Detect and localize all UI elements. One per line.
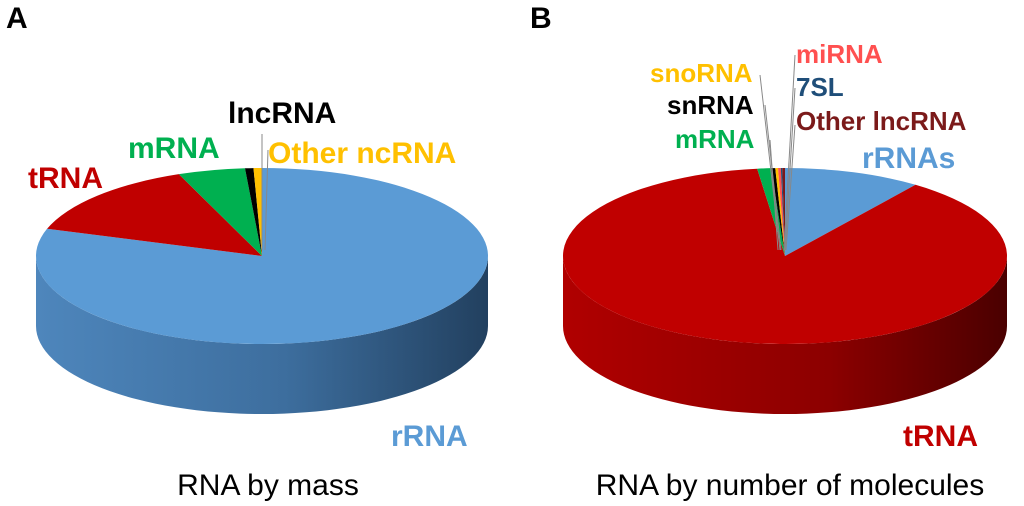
pie-slice-7sl <box>780 168 785 256</box>
pie-slice-mirna <box>778 168 785 256</box>
pie-b-leader-lines <box>759 54 796 251</box>
panel-b: B rRNAs tRNA mRNA snRNA snoRNA miRNA 7SL… <box>530 2 1007 502</box>
slice-label-other-lncrna: Other lncRNA <box>796 106 967 136</box>
slice-label-mirna: miRNA <box>796 39 883 69</box>
leader-line-7sl <box>784 87 796 251</box>
slice-label-other-ncrna: Other ncRNA <box>268 137 456 170</box>
pie-b <box>562 168 1007 414</box>
slice-label-trna-b: tRNA <box>903 420 978 453</box>
leader-line-other-ncrna <box>264 149 269 251</box>
pie-slice-lncrna <box>244 168 262 256</box>
slice-label-7sl: 7SL <box>796 72 844 102</box>
chart-title-b: RNA by number of molecules <box>596 469 985 502</box>
chart-title-a: RNA by mass <box>177 469 359 502</box>
pie-slice-mrna <box>178 168 262 256</box>
pie-slice-other-ncrna <box>253 168 262 256</box>
pie-slice-rrnas <box>785 168 916 256</box>
panel-a-letter: A <box>6 2 28 35</box>
pie-side-trna <box>563 256 1007 414</box>
slice-label-lncrna: lncRNA <box>228 97 336 130</box>
pie-slice-snorna <box>775 168 785 256</box>
panel-b-letter: B <box>530 2 552 35</box>
leader-line-mrna-b <box>769 139 779 251</box>
slice-label-mrna-b: mRNA <box>675 124 755 154</box>
slice-label-rrnas: rRNAs <box>862 142 955 175</box>
pie-a <box>35 168 489 414</box>
slice-label-mrna: mRNA <box>128 132 220 165</box>
slice-label-trna: tRNA <box>28 162 103 195</box>
slice-label-snorna: snoRNA <box>650 58 753 88</box>
pie-a-leader-lines <box>261 134 269 251</box>
pie-side-rrna <box>36 256 488 414</box>
pie-slice-trna <box>47 174 263 256</box>
panel-a: A rRNA tRNA mRNA lncRNA Other ncRNA RNA … <box>6 2 489 502</box>
slice-label-rrna: rRNA <box>391 420 468 453</box>
leader-line-snorna <box>759 74 781 251</box>
slice-label-snrna: snRNA <box>667 90 754 120</box>
pie-slice-other-lncrna <box>782 168 785 256</box>
leader-line-mirna <box>783 54 796 251</box>
leader-line-other-lncrna <box>785 124 796 251</box>
pie-slice-trna <box>562 168 1007 344</box>
